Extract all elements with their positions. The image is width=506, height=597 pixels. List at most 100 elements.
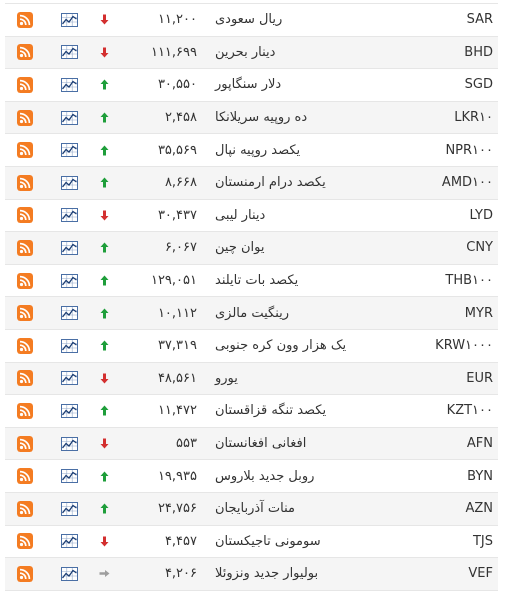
arrow-right-icon — [93, 558, 115, 590]
chart-icon[interactable] — [53, 37, 85, 69]
chart-icon[interactable] — [53, 526, 85, 558]
chart-icon[interactable] — [53, 493, 85, 525]
arrow-down-icon — [93, 200, 115, 232]
arrow-down-icon — [93, 4, 115, 36]
price-value: ۳۷,۳۱۹ — [157, 338, 197, 354]
currency-code: LKR۱۰ — [454, 110, 493, 126]
chart-icon[interactable] — [53, 558, 85, 590]
chart-icon[interactable] — [53, 363, 85, 395]
price-value: ۳۵,۵۶۹ — [157, 142, 197, 158]
currency-name: یکصد روپیه نپال — [215, 142, 301, 158]
arrow-up-icon — [93, 493, 115, 525]
currency-name: رینگیت مالزی — [215, 305, 290, 321]
rss-icon[interactable] — [5, 493, 45, 525]
price-value: ۱۱,۴۷۲ — [157, 403, 197, 419]
chart-icon[interactable] — [53, 69, 85, 101]
chart-icon[interactable] — [53, 395, 85, 427]
chart-icon[interactable] — [53, 232, 85, 264]
currency-name: دینار لیبی — [215, 207, 266, 223]
table-row: ۱۱,۴۷۲ یکصد تنگه قزاقستان KZT۱۰۰ — [5, 395, 498, 428]
rss-icon[interactable] — [5, 558, 45, 590]
currency-code: EUR — [466, 370, 493, 386]
currency-code: SGD — [464, 77, 493, 93]
price-value: ۱۱۱,۶۹۹ — [150, 44, 197, 60]
table-row: ۱۹,۹۳۵ روبل جدید بلاروس BYN — [5, 460, 498, 493]
table-row: ۱۰,۱۱۲ رینگیت مالزی MYR — [5, 297, 498, 330]
currency-name: یوان چین — [215, 240, 265, 256]
currency-code: MYR — [464, 305, 493, 321]
table-row: ۱۲۹,۰۵۱ یکصد بات تایلند THB۱۰۰ — [5, 265, 498, 298]
rss-icon[interactable] — [5, 428, 45, 460]
arrow-up-icon — [93, 460, 115, 492]
table-row: ۳۵,۵۶۹ یکصد روپیه نپال NPR۱۰۰ — [5, 134, 498, 167]
rss-icon[interactable] — [5, 330, 45, 362]
chart-icon[interactable] — [53, 102, 85, 134]
chart-icon[interactable] — [53, 297, 85, 329]
price-value: ۴,۴۵۷ — [164, 533, 197, 549]
arrow-up-icon — [93, 330, 115, 362]
rss-icon[interactable] — [5, 232, 45, 264]
price-value: ۴۸,۵۶۱ — [157, 370, 197, 386]
arrow-up-icon — [93, 395, 115, 427]
price-value: ۳۰,۵۵۰ — [157, 77, 197, 93]
arrow-up-icon — [93, 102, 115, 134]
table-row: ۴۸,۵۶۱ یورو EUR — [5, 362, 498, 396]
currency-name: دلار سنگاپور — [215, 77, 282, 93]
currency-code: CNY — [466, 240, 493, 256]
currency-name: بولیوار جدید ونزوئلا — [215, 566, 319, 582]
currency-code: TJS — [472, 533, 493, 549]
price-value: ۴,۲۰۶ — [164, 566, 197, 582]
rss-icon[interactable] — [5, 167, 45, 199]
currency-name: افغانی افغانستان — [215, 436, 307, 452]
chart-icon[interactable] — [53, 460, 85, 492]
rss-icon[interactable] — [5, 526, 45, 558]
rss-icon[interactable] — [5, 363, 45, 395]
rss-icon[interactable] — [5, 102, 45, 134]
currency-code: AFN — [466, 436, 493, 452]
price-value: ۵۵۳ — [176, 436, 197, 452]
currency-name: ده روپیه سریلانکا — [215, 110, 308, 126]
currency-code: NPR۱۰۰ — [445, 142, 493, 158]
arrow-down-icon — [93, 37, 115, 69]
price-value: ۱۹,۹۳۵ — [157, 468, 197, 484]
rss-icon[interactable] — [5, 200, 45, 232]
chart-icon[interactable] — [53, 4, 85, 36]
currency-code: LYD — [469, 207, 493, 223]
chart-icon[interactable] — [53, 167, 85, 199]
rss-icon[interactable] — [5, 4, 45, 36]
chart-icon[interactable] — [53, 265, 85, 297]
rss-icon[interactable] — [5, 460, 45, 492]
arrow-up-icon — [93, 265, 115, 297]
table-row: ۱۱۱,۶۹۹ دینار بحرین BHD — [5, 36, 498, 70]
chart-icon[interactable] — [53, 134, 85, 166]
chart-icon[interactable] — [53, 200, 85, 232]
table-row: ۱۱,۲۰۰ ریال سعودی SAR — [5, 4, 498, 37]
currency-code: KRW۱۰۰۰ — [435, 338, 493, 354]
table-row: ۲۴,۷۵۶ منات آذربایجان AZN — [5, 492, 498, 526]
table-row: ۸,۶۶۸ یکصد درام ارمنستان AMD۱۰۰ — [5, 166, 498, 200]
currency-code: SAR — [466, 12, 493, 28]
rss-icon[interactable] — [5, 395, 45, 427]
price-value: ۲۴,۷۵۶ — [157, 501, 197, 517]
currency-name: روبل جدید بلاروس — [215, 468, 315, 484]
currency-code: VEF — [468, 566, 493, 582]
arrow-up-icon — [93, 69, 115, 101]
chart-icon[interactable] — [53, 428, 85, 460]
rss-icon[interactable] — [5, 265, 45, 297]
rss-icon[interactable] — [5, 134, 45, 166]
price-value: ۱۰,۱۱۲ — [157, 305, 197, 321]
arrow-up-icon — [93, 232, 115, 264]
table-row: ۴,۴۵۷ سومونی تاجیکستان TJS — [5, 526, 498, 559]
table-row: ۳۰,۴۳۷ دینار لیبی LYD — [5, 200, 498, 233]
rss-icon[interactable] — [5, 69, 45, 101]
table-row: ۲,۴۵۸ ده روپیه سریلانکا LKR۱۰ — [5, 101, 498, 135]
table-row: ۴,۲۰۶ بولیوار جدید ونزوئلا VEF — [5, 558, 498, 591]
rss-icon[interactable] — [5, 297, 45, 329]
price-value: ۱۱,۲۰۰ — [157, 12, 197, 28]
currency-name: یک هزار وون کره جنوبی — [215, 338, 347, 354]
rss-icon[interactable] — [5, 37, 45, 69]
currency-table: ۱۱,۲۰۰ ریال سعودی SAR ۱۱۱,۶۹۹ دینار بحرین BHD… — [5, 3, 498, 591]
table-row: ۵۵۳ افغانی افغانستان AFN — [5, 427, 498, 461]
chart-icon[interactable] — [53, 330, 85, 362]
currency-code: AZN — [465, 501, 493, 517]
